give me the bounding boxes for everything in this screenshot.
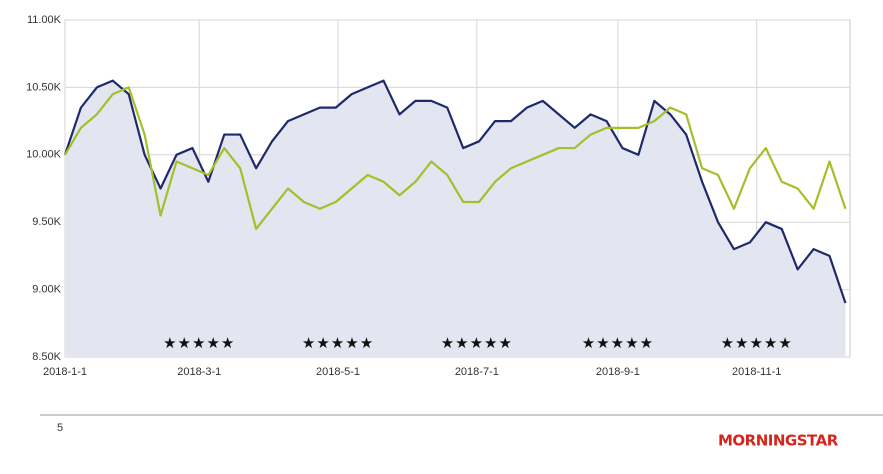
line <box>63 79 847 304</box>
x-tick-label: 2018-9-1 <box>596 366 640 378</box>
x-tick-label: 2018-7-1 <box>455 366 499 378</box>
rating-stars: ★★★★★ <box>582 335 654 352</box>
y-tick-label: 9.50K <box>32 216 61 228</box>
x-tick-label: 2018-5-1 <box>316 366 360 378</box>
y-tick-label: 8.50K <box>32 351 61 363</box>
y-tick-label: 10.50K <box>26 81 62 93</box>
page-number: 5 <box>57 422 63 434</box>
y-tick-label: 9.00K <box>32 284 61 296</box>
y-tick-label: 11.00K <box>27 14 62 26</box>
rating-stars: ★★★★★ <box>163 335 235 352</box>
x-tick-label: 2018-11-1 <box>732 366 781 378</box>
line <box>64 86 847 231</box>
x-tick-label: 2018-3-1 <box>177 366 221 378</box>
rating-stars: ★★★★★ <box>441 335 513 352</box>
rating-stars: ★★★★★ <box>721 335 793 352</box>
area <box>65 80 846 357</box>
x-tick-label: 2018-1-1 <box>43 366 87 378</box>
y-tick-label: 10.00K <box>26 149 62 161</box>
rating-stars: ★★★★★ <box>302 335 374 352</box>
logo: MORNINGSTAR <box>718 432 839 450</box>
